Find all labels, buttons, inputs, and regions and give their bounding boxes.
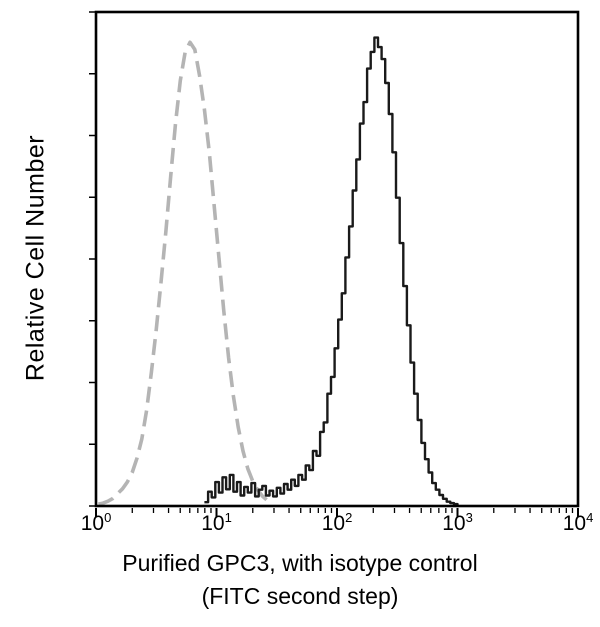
- histogram-curves: [98, 36, 459, 506]
- x-tick-label-10e4: 104: [562, 510, 594, 535]
- x-axis-ticks: [95, 508, 579, 517]
- y-axis-label: Relative Cell Number: [21, 134, 50, 382]
- x-axis-subtitle: (FITC second step): [201, 583, 399, 609]
- curve-isotype-control: [98, 40, 269, 506]
- x-tick-label-10e1: 101: [201, 510, 232, 535]
- curve-purified-gpc3: [204, 36, 459, 506]
- x-tick-label-10e0: 100: [80, 510, 112, 535]
- x-tick-label-10e2: 102: [321, 510, 353, 535]
- y-axis-ticks: [89, 11, 95, 507]
- x-axis-title: Purified GPC3, with isotype control: [122, 550, 478, 576]
- plot-border: [94, 10, 580, 508]
- x-tick-label-10e3: 103: [442, 510, 473, 535]
